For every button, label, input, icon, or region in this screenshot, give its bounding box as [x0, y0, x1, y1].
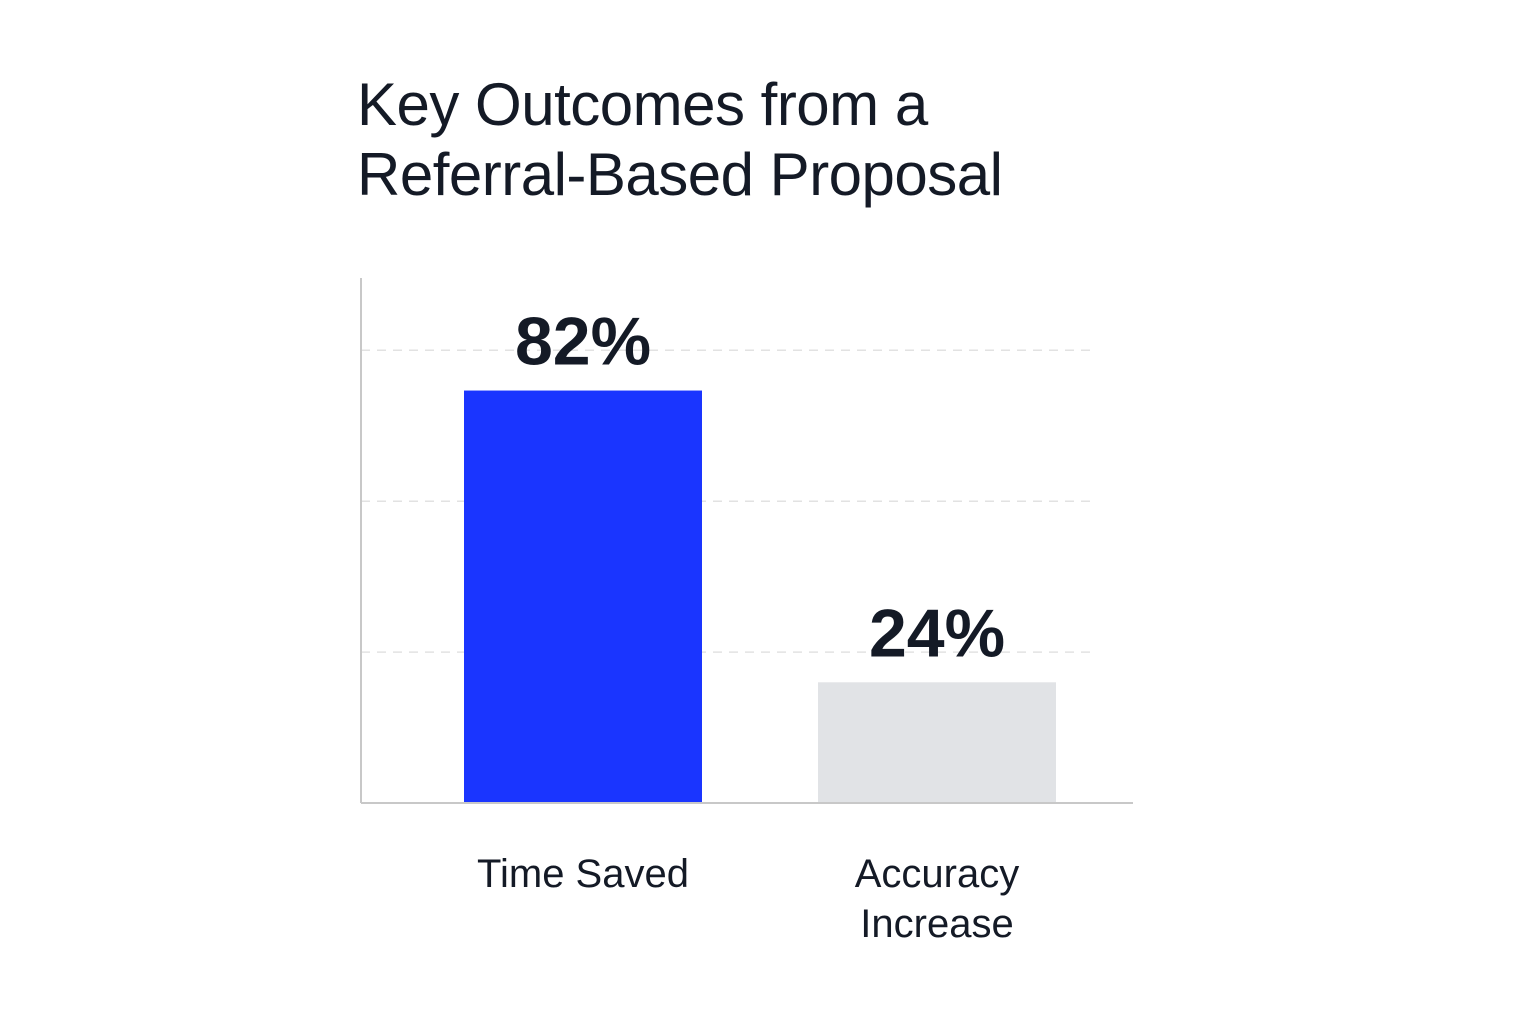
category-label-2-line-2: Increase	[860, 902, 1013, 946]
chart-title: Key Outcomes from a Referral-Based Propo…	[357, 70, 1257, 210]
value-label-2: 24%	[869, 595, 1005, 671]
value-label-1: 82%	[515, 304, 651, 380]
category-label-2-line-1: Accuracy	[855, 852, 1020, 896]
category-label-1: Time Saved	[477, 852, 689, 896]
chart-title-line-1: Key Outcomes from a	[357, 71, 928, 138]
bar-1	[464, 390, 702, 803]
bar-2	[818, 682, 1056, 803]
chart-title-line-2: Referral-Based Proposal	[357, 141, 1003, 208]
